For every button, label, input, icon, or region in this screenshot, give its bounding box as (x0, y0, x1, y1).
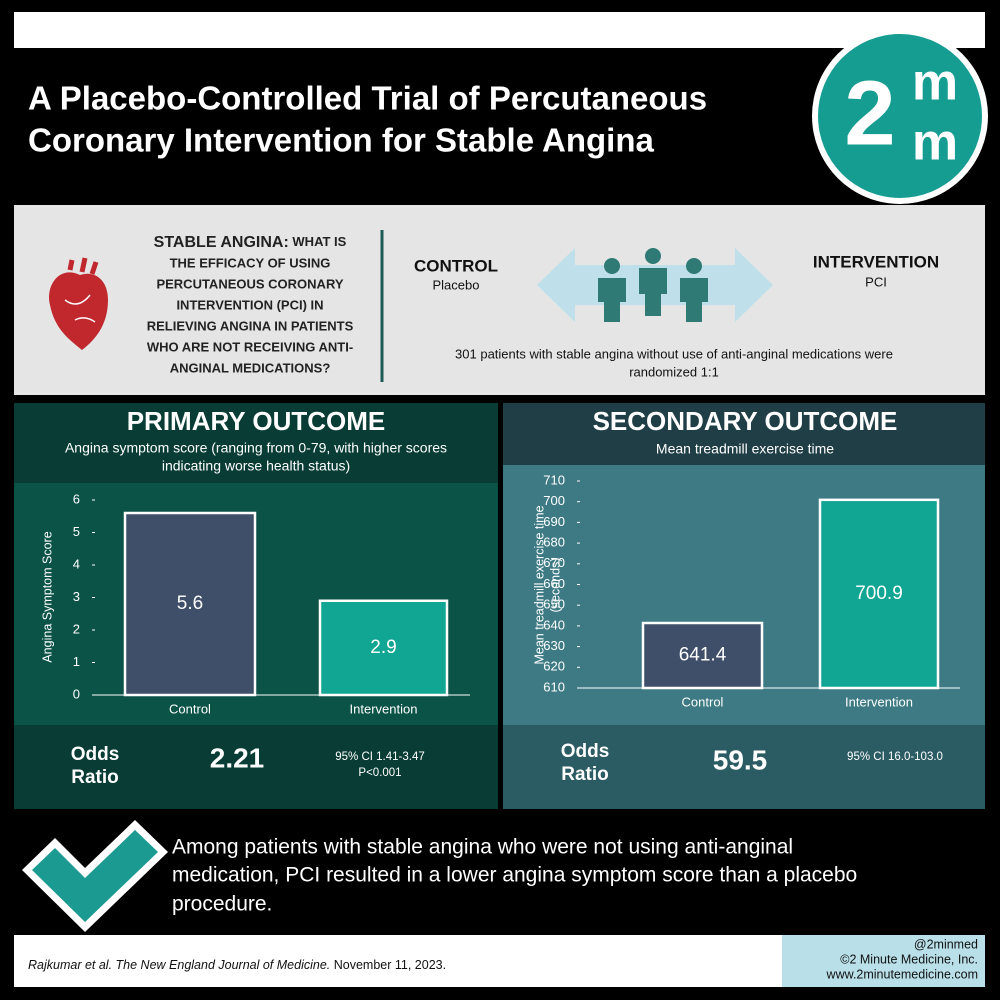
question-line: ANGINAL MEDICATIONS? (170, 360, 331, 375)
control-detail: Placebo (433, 277, 480, 292)
intervention-label: INTERVENTION (813, 252, 939, 271)
chart-title: PRIMARY OUTCOME (127, 406, 386, 436)
y-tick-label: 680 (543, 535, 565, 550)
intervention-detail: PCI (865, 274, 887, 289)
conclusion-line: Among patients with stable angina who we… (172, 836, 793, 859)
odds-label: Odds (71, 744, 120, 765)
bar (318, 599, 449, 697)
value-label: 641.4 (679, 645, 727, 666)
y-tick-label: 610 (543, 679, 565, 694)
check-fill (32, 830, 158, 922)
bar (818, 498, 940, 690)
y-tick-label: 0 (73, 686, 80, 701)
question-lead: STABLE ANGINA: (154, 234, 289, 251)
y-tick-label: 620 (543, 659, 565, 674)
footer (14, 935, 782, 987)
checkmark (22, 820, 168, 932)
logo-digit: 2 (844, 62, 895, 164)
odds-value: 59.5 (713, 744, 768, 775)
x-tick-label: Control (169, 701, 211, 716)
population-line: 301 patients with stable angina without … (455, 346, 893, 361)
credit-line: @2minmed (914, 937, 978, 951)
question-text: WHAT IS (292, 234, 346, 249)
bar (123, 511, 257, 697)
credit-line: www.2minutemedicine.com (826, 967, 978, 981)
people-icon (598, 248, 708, 322)
x-tick-label: Intervention (845, 694, 913, 709)
odds-ci: 95% CI 1.41-3.47 (335, 751, 425, 763)
logo: 2 m m (812, 28, 988, 204)
question-line: PERCUTANEOUS CORONARY (156, 276, 343, 291)
primary-odds-bg (14, 725, 498, 809)
heart-icon (49, 257, 108, 350)
credit-line: ©2 Minute Medicine, Inc. (840, 952, 978, 966)
question-line: INTERVENTION (PCI) IN (176, 297, 323, 312)
chart-title: SECONDARY OUTCOME (593, 406, 898, 436)
chart-subtitle: indicating worse health status) (162, 458, 350, 474)
y-tick-label: 650 (543, 597, 565, 612)
y-axis-label: (seconds) (548, 558, 562, 613)
logo-letter: m (912, 114, 958, 172)
control-label: CONTROL (414, 256, 498, 275)
y-tick-label: 710 (543, 472, 565, 487)
x-tick-label: Control (682, 694, 724, 709)
y-tick-label: 1 (73, 654, 80, 669)
population-line: randomized 1:1 (629, 364, 719, 379)
chart-subtitle: Angina symptom score (ranging from 0-79,… (65, 440, 447, 456)
citation-authors: Rajkumar et al. (28, 958, 112, 972)
primary-header (14, 403, 498, 483)
value-label: 5.6 (177, 593, 203, 614)
y-tick-label: 640 (543, 617, 565, 632)
logo-letter: m (912, 54, 958, 112)
citation-date: November 11, 2023. (334, 958, 446, 972)
question-panel (14, 205, 985, 395)
question-line: WHO ARE NOT RECEIVING ANTI- (147, 339, 353, 354)
bar (641, 621, 764, 690)
x-tick-label: Intervention (350, 701, 418, 716)
y-tick-label: 2 (73, 621, 80, 636)
odds-label: Ratio (71, 767, 119, 788)
question-line: THE EFFICACY OF USING (170, 255, 331, 270)
title-line: A Placebo-Controlled Trial of Percutaneo… (28, 80, 707, 117)
odds-value: 2.21 (210, 742, 265, 773)
y-tick-label: 630 (543, 638, 565, 653)
secondary-odds-bg (503, 725, 985, 809)
heart-vessels (67, 257, 99, 275)
question-line: RELIEVING ANGINA IN PATIENTS (147, 318, 354, 333)
y-tick-label: 700 (543, 493, 565, 508)
citation: Rajkumar et al. The New England Journal … (28, 958, 446, 972)
logo-circle (818, 34, 982, 198)
value-label: 2.9 (370, 637, 396, 658)
value-label: 700.9 (855, 583, 903, 604)
heart (49, 272, 108, 350)
chart-subtitle: Mean treadmill exercise time (656, 441, 834, 457)
y-tick-label: 690 (543, 514, 565, 529)
citation-journal: The New England Journal of Medicine. (116, 958, 331, 972)
y-tick-label: 6 (73, 491, 80, 506)
y-tick-label: 4 (73, 556, 80, 571)
odds-ci: P<0.001 (358, 767, 401, 779)
conclusion-line: procedure. (172, 893, 272, 916)
top-strip (14, 12, 985, 48)
question-line: STABLE ANGINA: WHAT IS (154, 234, 347, 251)
odds-label: Ratio (561, 764, 609, 785)
y-tick-label: 5 (73, 524, 80, 539)
title-line: Coronary Intervention for Stable Angina (28, 122, 654, 159)
y-tick-label: 3 (73, 589, 80, 604)
odds-ci: 95% CI 16.0-103.0 (847, 751, 943, 763)
y-axis-label: Mean treadmill exercise time (532, 505, 546, 664)
heart-lines (64, 294, 96, 323)
credits-box (782, 935, 985, 987)
odds-label: Odds (561, 741, 610, 762)
y-axis-label: Angina Symptom Score (40, 531, 54, 662)
secondary-header (503, 403, 985, 465)
y-tick-label: 660 (543, 576, 565, 591)
y-tick-label: 670 (543, 555, 565, 570)
conclusion-line: medication, PCI resulted in a lower angi… (172, 864, 857, 887)
